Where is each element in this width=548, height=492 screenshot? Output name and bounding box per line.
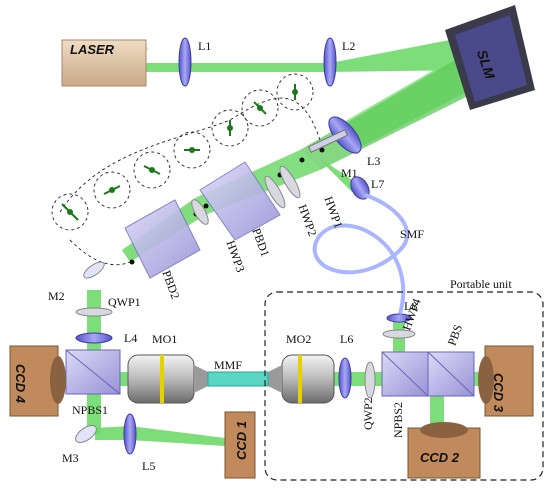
objective-MO2 [268, 354, 335, 404]
waveplate-HWP4 [382, 329, 416, 339]
label-MMF: MMF [214, 358, 242, 372]
mirror-M3 [75, 425, 97, 443]
objective-MO1 [127, 354, 208, 404]
label-PBS: PBS [445, 323, 465, 348]
fiber-SMF [312, 193, 409, 315]
waveplate-QWP1 [75, 307, 113, 317]
label-M2: M2 [48, 289, 65, 303]
npbs2-cube [381, 351, 429, 397]
laser-label: LASER [70, 42, 115, 57]
label-PBD1: PBD1 [249, 226, 272, 258]
label-PBD2: PBD2 [159, 268, 182, 300]
waveplate-HWP2 [264, 175, 286, 209]
pbs-cube [427, 351, 475, 397]
waveplate-QWP2 [364, 361, 376, 399]
mirror-M2 [83, 261, 105, 279]
pbd1-crystal [199, 161, 281, 241]
lens-L4 [75, 332, 113, 344]
polarization-states [51, 73, 321, 266]
label-MO2: MO2 [286, 332, 311, 346]
label-L2: L2 [342, 39, 355, 53]
polarization-arrows [61, 84, 298, 221]
lens-L1 [178, 37, 192, 87]
label-NPBS2: NPBS2 [391, 402, 405, 438]
label-QWP1: QWP1 [108, 295, 141, 309]
label-L7: L7 [371, 177, 384, 191]
lens-L6 [338, 357, 352, 399]
label-HWP1: HWP1 [321, 194, 345, 229]
ccd1-label: CCD 1 [234, 421, 249, 460]
label-M1: M1 [341, 166, 358, 180]
label-L8: L8 [404, 299, 417, 313]
label-L4: L4 [124, 331, 137, 345]
lens-L5 [123, 413, 137, 455]
portable-unit-label: Portable unit [450, 277, 512, 291]
ccd1-device: CCD 1 [224, 411, 256, 479]
ccd2-label: CCD 2 [420, 450, 460, 465]
label-SMF: SMF [400, 227, 424, 241]
label-L1: L1 [198, 39, 211, 53]
ccd3-device: CCD 3 [478, 345, 534, 417]
ccd4-device: CCD 4 [9, 345, 66, 417]
lens-L2 [323, 37, 337, 87]
lens-L8 [386, 313, 412, 323]
label-M3: M3 [62, 451, 79, 465]
npbs1-cube [65, 349, 121, 395]
ccd4-label: CCD 4 [13, 364, 28, 404]
mirror-M1 [307, 129, 349, 153]
label-NPBS1: NPBS1 [72, 403, 108, 417]
label-HWP3: HWP3 [223, 238, 247, 273]
laser-device: LASER [61, 39, 150, 87]
label-L6: L6 [340, 332, 353, 346]
slm-device: SLM [445, 5, 535, 110]
label-L5: L5 [142, 459, 155, 473]
label-L3: L3 [367, 154, 380, 168]
waveplate-HWP1 [279, 165, 301, 199]
label-MO1: MO1 [152, 332, 177, 346]
component-labels: L1 L2 L3 M1 L7 SMF HWP1 HWP2 PBD1 HWP3 P… [48, 39, 465, 473]
lens-L7 [350, 176, 370, 200]
label-QWP2: QWP2 [361, 397, 375, 430]
pbd2-crystal [124, 199, 201, 279]
waveplate-HWP3 [191, 199, 209, 225]
ccd3-label: CCD 3 [491, 373, 506, 413]
label-HWP2: HWP2 [295, 202, 319, 237]
ccd2-device: CCD 2 [407, 422, 481, 479]
portable-unit-frame: Portable unit [264, 277, 544, 481]
fiber-MMF [207, 371, 269, 387]
